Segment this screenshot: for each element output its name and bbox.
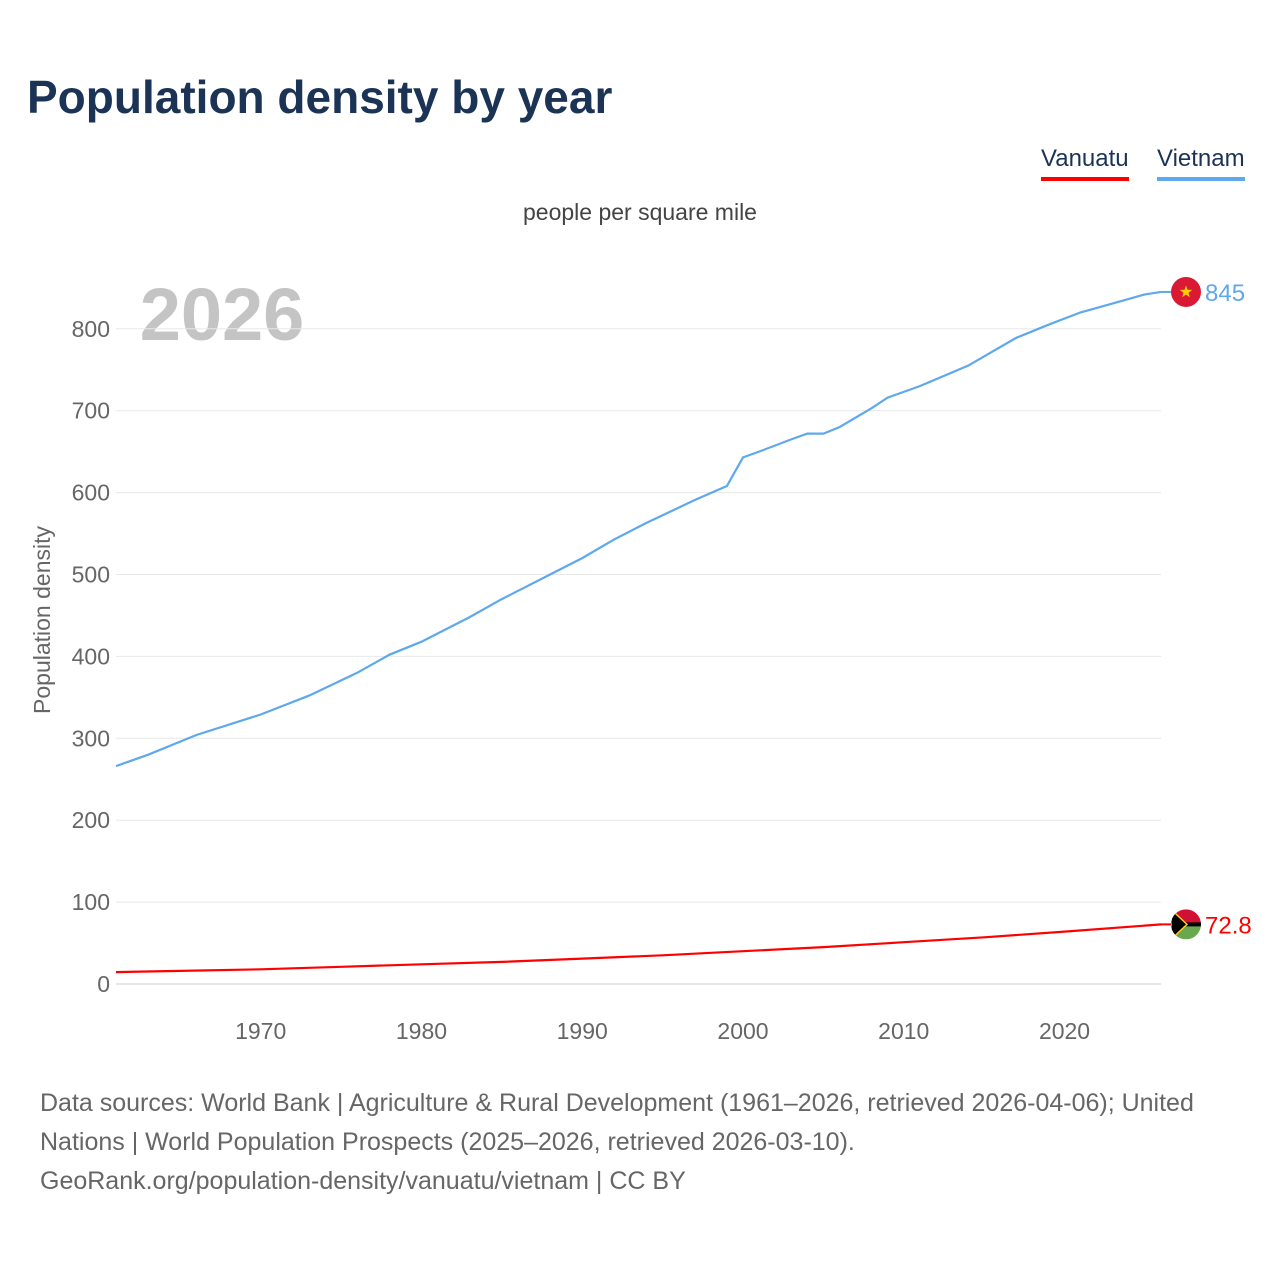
legend-vietnam[interactable]: Vietnam <box>1157 145 1245 181</box>
y-axis-label: Population density <box>29 526 55 714</box>
series-line-vietnam <box>115 290 1162 768</box>
y-tick-label: 400 <box>72 643 110 669</box>
y-tick-label: 300 <box>72 725 110 751</box>
x-tick-label: 2020 <box>1039 1018 1090 1044</box>
data-sources: Data sources: World Bank | Agriculture &… <box>40 1084 1250 1201</box>
y-tick-label: 800 <box>72 316 110 342</box>
vanuatu-flag-icon <box>1171 909 1201 940</box>
y-tick-label: 100 <box>72 889 110 915</box>
y-tick-label: 200 <box>72 807 110 833</box>
x-tick-label: 2000 <box>717 1018 768 1044</box>
y-tick-label: 0 <box>97 971 110 997</box>
star-icon <box>1179 285 1193 298</box>
year-watermark: 2026 <box>140 273 305 356</box>
sources-text: Data sources: World Bank | Agriculture &… <box>40 1089 1194 1156</box>
line-chart: people per square mile 2026 Population d… <box>29 199 1252 1044</box>
flag-triangle <box>1171 909 1189 940</box>
end-value-label: 72.8 <box>1205 912 1252 939</box>
y-tick-label: 500 <box>72 562 110 588</box>
y-tick-label: 600 <box>72 480 110 506</box>
x-tick-label: 2010 <box>878 1018 929 1044</box>
chart-subtitle: people per square mile <box>523 199 757 225</box>
chart-title: Population density by year <box>27 71 613 123</box>
y-tick-label: 700 <box>72 398 110 424</box>
legend-vanuatu[interactable]: Vanuatu <box>1041 145 1129 181</box>
x-tick-label: 1980 <box>396 1018 447 1044</box>
sources-link[interactable]: GeoRank.org/population-density/vanuatu/v… <box>40 1167 686 1195</box>
end-value-label: 845 <box>1205 280 1245 307</box>
x-tick-label: 1970 <box>235 1018 286 1044</box>
series-line-vanuatu <box>115 923 1162 974</box>
x-tick-label: 1990 <box>557 1018 608 1044</box>
